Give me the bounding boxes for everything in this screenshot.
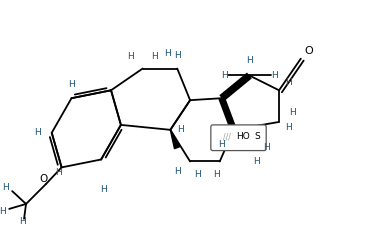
Text: H: H	[100, 185, 106, 194]
Text: H: H	[177, 125, 184, 134]
Text: H: H	[290, 108, 296, 117]
FancyBboxPatch shape	[211, 125, 266, 151]
Text: H: H	[164, 49, 171, 58]
Text: HO: HO	[237, 132, 250, 141]
Text: H: H	[221, 71, 228, 80]
Text: H: H	[174, 167, 181, 176]
Text: H: H	[194, 170, 200, 179]
Text: H: H	[213, 170, 220, 179]
Text: H: H	[68, 80, 75, 89]
Text: H: H	[246, 56, 253, 65]
Text: H: H	[218, 140, 225, 149]
Text: H: H	[263, 143, 270, 152]
Text: H: H	[151, 52, 158, 61]
Text: O: O	[304, 46, 313, 56]
Text: H: H	[253, 157, 260, 166]
Text: H: H	[174, 51, 181, 60]
Text: O: O	[40, 174, 48, 184]
Text: H: H	[34, 128, 41, 137]
Text: ///: ///	[223, 132, 230, 141]
Text: H: H	[3, 183, 9, 192]
Text: H: H	[127, 52, 134, 61]
Text: H: H	[55, 168, 62, 177]
Text: S: S	[254, 132, 260, 141]
Text: H: H	[19, 217, 25, 226]
Text: H: H	[286, 78, 292, 87]
Text: H: H	[286, 123, 292, 132]
Text: H: H	[271, 71, 277, 80]
Text: H: H	[0, 207, 6, 216]
Polygon shape	[170, 130, 180, 149]
